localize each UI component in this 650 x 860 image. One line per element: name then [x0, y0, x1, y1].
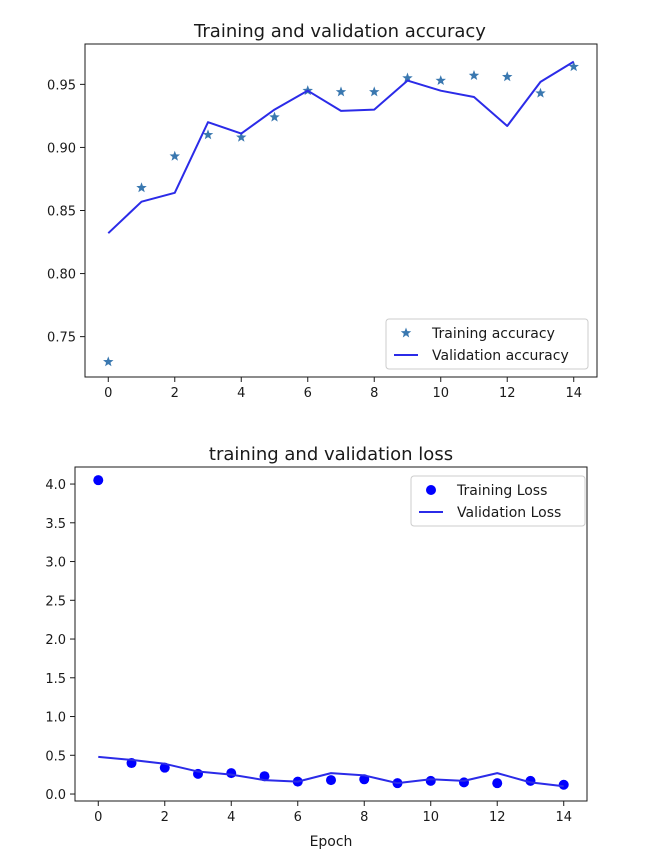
data-point	[425, 775, 436, 786]
legend-box	[385, 318, 589, 370]
y-tick-label: 2.0	[45, 633, 66, 648]
data-point	[492, 778, 503, 789]
data-point	[269, 111, 280, 122]
x-tick-label: 12	[489, 810, 506, 825]
data-point	[136, 182, 147, 193]
plot-area	[103, 60, 579, 367]
y-tick-label: 3.5	[45, 517, 66, 532]
y-tick-label: 4.0	[45, 478, 66, 493]
legend-swatch-marker	[400, 327, 412, 338]
y-tick-label: 1.0	[45, 711, 66, 726]
y-axis: 0.0 0.5 1.0 1.5 2.0 2.5 3.0 3.5 4.0	[45, 478, 75, 803]
plot-area	[93, 475, 569, 790]
y-tick-label: 0.95	[47, 78, 76, 93]
data-point	[202, 129, 214, 140]
data-point	[435, 75, 446, 86]
chart-title: Training and validation accuracy	[193, 21, 486, 42]
data-point	[236, 131, 247, 142]
x-tick-label: 0	[94, 810, 102, 825]
data-point	[369, 86, 380, 97]
data-point	[169, 150, 180, 161]
legend: Training accuracy Validation accuracy	[385, 318, 589, 370]
data-point	[558, 779, 569, 790]
axes-frame	[84, 43, 598, 378]
data-point	[326, 775, 336, 786]
x-tick-label: 8	[360, 810, 368, 825]
data-point	[535, 87, 546, 98]
y-tick-label: 2.5	[45, 594, 66, 609]
y-tick-label: 0.0	[45, 788, 66, 803]
series-line	[107, 60, 575, 234]
legend-label: Training Loss	[456, 483, 547, 499]
legend-label: Training accuracy	[431, 326, 555, 342]
x-axis: 0 2 4 6 8 10 12 14	[104, 377, 582, 401]
x-tick-label: 6	[294, 810, 302, 825]
legend-swatch-marker	[426, 485, 436, 495]
y-tick-label: 1.5	[45, 672, 66, 687]
data-point	[226, 768, 237, 779]
chart-title: training and validation loss	[209, 444, 453, 465]
data-point	[402, 72, 413, 83]
series-line	[98, 755, 564, 788]
x-tick-label: 2	[161, 810, 169, 825]
x-axis-label: Epoch	[310, 834, 353, 850]
y-tick-label: 0.5	[45, 749, 66, 764]
legend-box	[410, 475, 586, 527]
y-tick-label: 0.90	[47, 141, 76, 156]
x-tick-label: 6	[304, 386, 312, 401]
data-point	[468, 70, 480, 80]
data-point	[93, 475, 104, 486]
legend-label: Validation Loss	[457, 505, 561, 521]
data-point	[335, 86, 347, 97]
x-tick-label: 4	[227, 810, 235, 825]
x-axis: 0 2 4 6 8 10 12 14	[94, 801, 572, 825]
y-tick-label: 0.75	[47, 331, 76, 346]
x-tick-label: 14	[565, 386, 582, 401]
x-tick-label: 12	[499, 386, 516, 401]
axes-frame	[74, 466, 588, 802]
data-point	[502, 71, 513, 82]
loss-chart: training and validation loss 0 2 4 6 8 10 12 14…	[45, 444, 588, 850]
x-tick-label: 10	[422, 810, 439, 825]
accuracy-chart: Training and validation accuracy 0 2 4 6 8 10…	[47, 21, 598, 401]
x-tick-label: 8	[370, 386, 378, 401]
legend: Training Loss Validation Loss	[410, 475, 586, 527]
x-tick-label: 4	[237, 386, 245, 401]
x-tick-label: 14	[555, 810, 572, 825]
x-tick-label: 10	[432, 386, 449, 401]
legend-label: Validation accuracy	[432, 348, 569, 364]
y-tick-label: 0.85	[47, 205, 76, 220]
y-tick-label: 0.80	[47, 268, 76, 283]
data-point	[458, 777, 469, 788]
y-axis: 0.75 0.80 0.85 0.90 0.95	[47, 78, 85, 346]
x-tick-label: 0	[104, 386, 112, 401]
data-point	[103, 356, 114, 367]
x-tick-label: 2	[171, 386, 179, 401]
data-point	[568, 61, 579, 72]
y-tick-label: 3.0	[45, 556, 66, 571]
